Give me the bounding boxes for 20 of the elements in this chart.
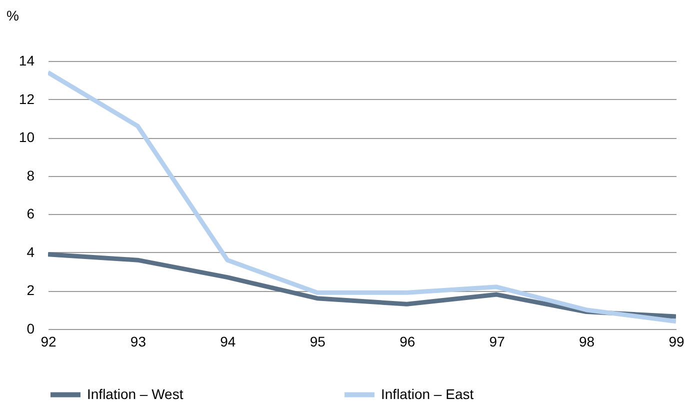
x-tick-label: 97 xyxy=(489,334,506,350)
y-tick-label: 14 xyxy=(18,52,35,68)
y-tick-label: 6 xyxy=(26,206,35,222)
x-tick-label: 93 xyxy=(130,334,146,350)
line-series xyxy=(48,70,676,324)
y-tick-label: 2 xyxy=(26,282,35,298)
x-tick-label: 99 xyxy=(668,334,684,350)
y-tick-label: 12 xyxy=(18,90,35,107)
y-tick-label: 4 xyxy=(26,244,35,260)
y-tick-label: 0 xyxy=(26,320,35,336)
x-tick-label: 95 xyxy=(310,334,326,350)
y-tick-label: 10 xyxy=(18,129,35,146)
legend-label: Inflation – East xyxy=(381,386,474,402)
x-tick-label: 92 xyxy=(40,334,56,350)
x-tick-label: 98 xyxy=(578,334,595,350)
x-tick-label: 94 xyxy=(220,334,236,350)
y-tick-label: 8 xyxy=(26,167,35,184)
legend-label: Inflation – West xyxy=(87,386,184,402)
x-tick-label: 96 xyxy=(400,334,416,350)
y-axis-title: % xyxy=(6,8,19,24)
